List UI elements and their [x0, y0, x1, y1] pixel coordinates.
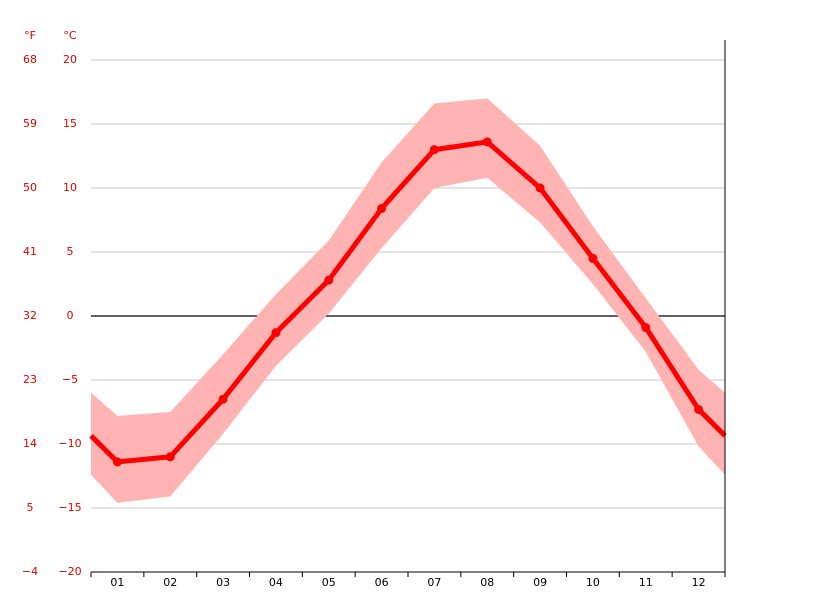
- mean-point: [694, 404, 704, 414]
- y-tick-label: 10: [63, 181, 77, 194]
- x-tick-label: 11: [639, 576, 653, 589]
- y2-tick-label: 5: [27, 501, 34, 514]
- y-tick-label: 0: [67, 309, 74, 322]
- mean-point: [377, 203, 387, 213]
- mean-point: [324, 275, 334, 285]
- y2-tick-label: 32: [23, 309, 37, 322]
- mean-point: [218, 394, 228, 404]
- x-tick-label: 03: [216, 576, 230, 589]
- mean-point: [165, 452, 175, 462]
- y-tick-label: 15: [63, 117, 77, 130]
- y2-tick-label: 23: [23, 373, 37, 386]
- y-tick-label: −15: [58, 501, 81, 514]
- celsius-header: °C: [63, 29, 77, 42]
- mean-point: [588, 253, 598, 263]
- y2-tick-label: 59: [23, 117, 37, 130]
- mean-line: [89, 139, 727, 465]
- y-tick-label: −10: [58, 437, 81, 450]
- x-tick-label: 12: [692, 576, 706, 589]
- x-tick-label: 05: [322, 576, 336, 589]
- mean-point: [482, 137, 492, 147]
- x-tick-label: 07: [427, 576, 441, 589]
- range-band: [91, 98, 725, 503]
- x-tick-label: 09: [533, 576, 547, 589]
- x-tick-label: 04: [269, 576, 283, 589]
- y-tick-label: 5: [67, 245, 74, 258]
- x-tick-label: 01: [110, 576, 124, 589]
- mean-point: [112, 457, 122, 467]
- y2-tick-label: 50: [23, 181, 37, 194]
- x-tick-label: 02: [163, 576, 177, 589]
- mean-point: [641, 323, 651, 333]
- y-tick-label: −5: [62, 373, 78, 386]
- mean-point: [535, 183, 545, 193]
- x-tick-label: 06: [375, 576, 389, 589]
- mean-point: [429, 145, 439, 155]
- x-tick-label: 10: [586, 576, 600, 589]
- x-tick-label: 08: [480, 576, 494, 589]
- y2-tick-label: 68: [23, 53, 37, 66]
- mean-point: [271, 328, 281, 338]
- y2-tick-label: −4: [22, 565, 38, 578]
- y-tick-label: 20: [63, 53, 77, 66]
- y2-tick-label: 41: [23, 245, 37, 258]
- fahrenheit-header: °F: [24, 29, 36, 42]
- y-tick-label: −20: [58, 565, 81, 578]
- y2-tick-label: 14: [23, 437, 37, 450]
